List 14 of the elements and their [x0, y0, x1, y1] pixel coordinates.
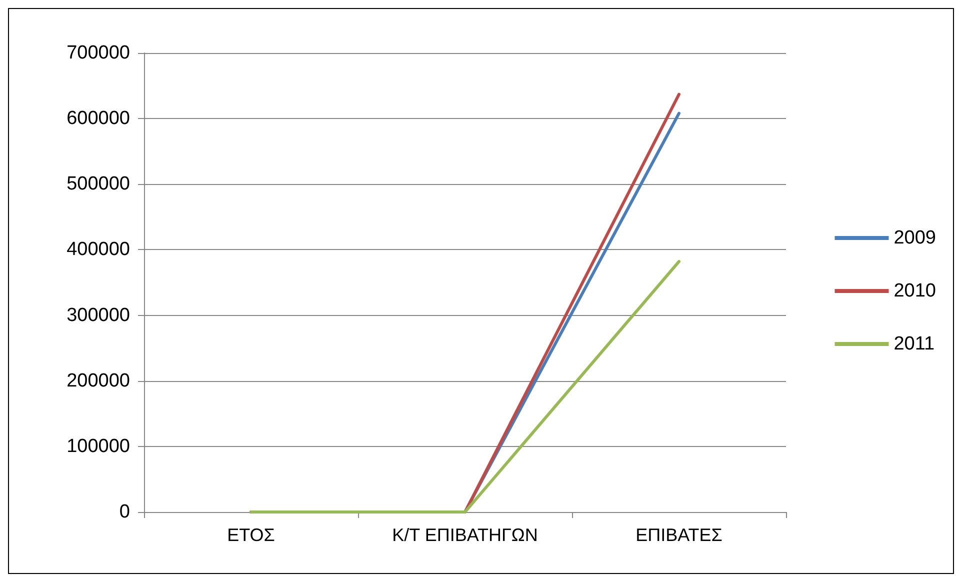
y-tick-label: 200000 — [66, 370, 130, 392]
legend-label: 2009 — [894, 228, 936, 248]
y-tick-label: 600000 — [66, 108, 130, 130]
y-tick-label: 300000 — [66, 304, 130, 326]
y-tick-label: 0 — [119, 502, 130, 522]
y-tick-label: 500000 — [66, 174, 130, 195]
x-tick-label: ΕΤΟΣ — [227, 525, 275, 545]
y-tick-label: 700000 — [66, 42, 130, 64]
y-tick-label: 100000 — [66, 436, 130, 457]
legend-label: 2010 — [894, 280, 936, 302]
x-tick-label: Κ/Τ ΕΠΙΒΑΤΗΓΩΝ — [392, 525, 538, 545]
x-tick-label: ΕΠΙΒΑΤΕΣ — [636, 525, 722, 545]
y-tick-label: 400000 — [66, 239, 130, 260]
legend-label: 2011 — [894, 334, 935, 354]
